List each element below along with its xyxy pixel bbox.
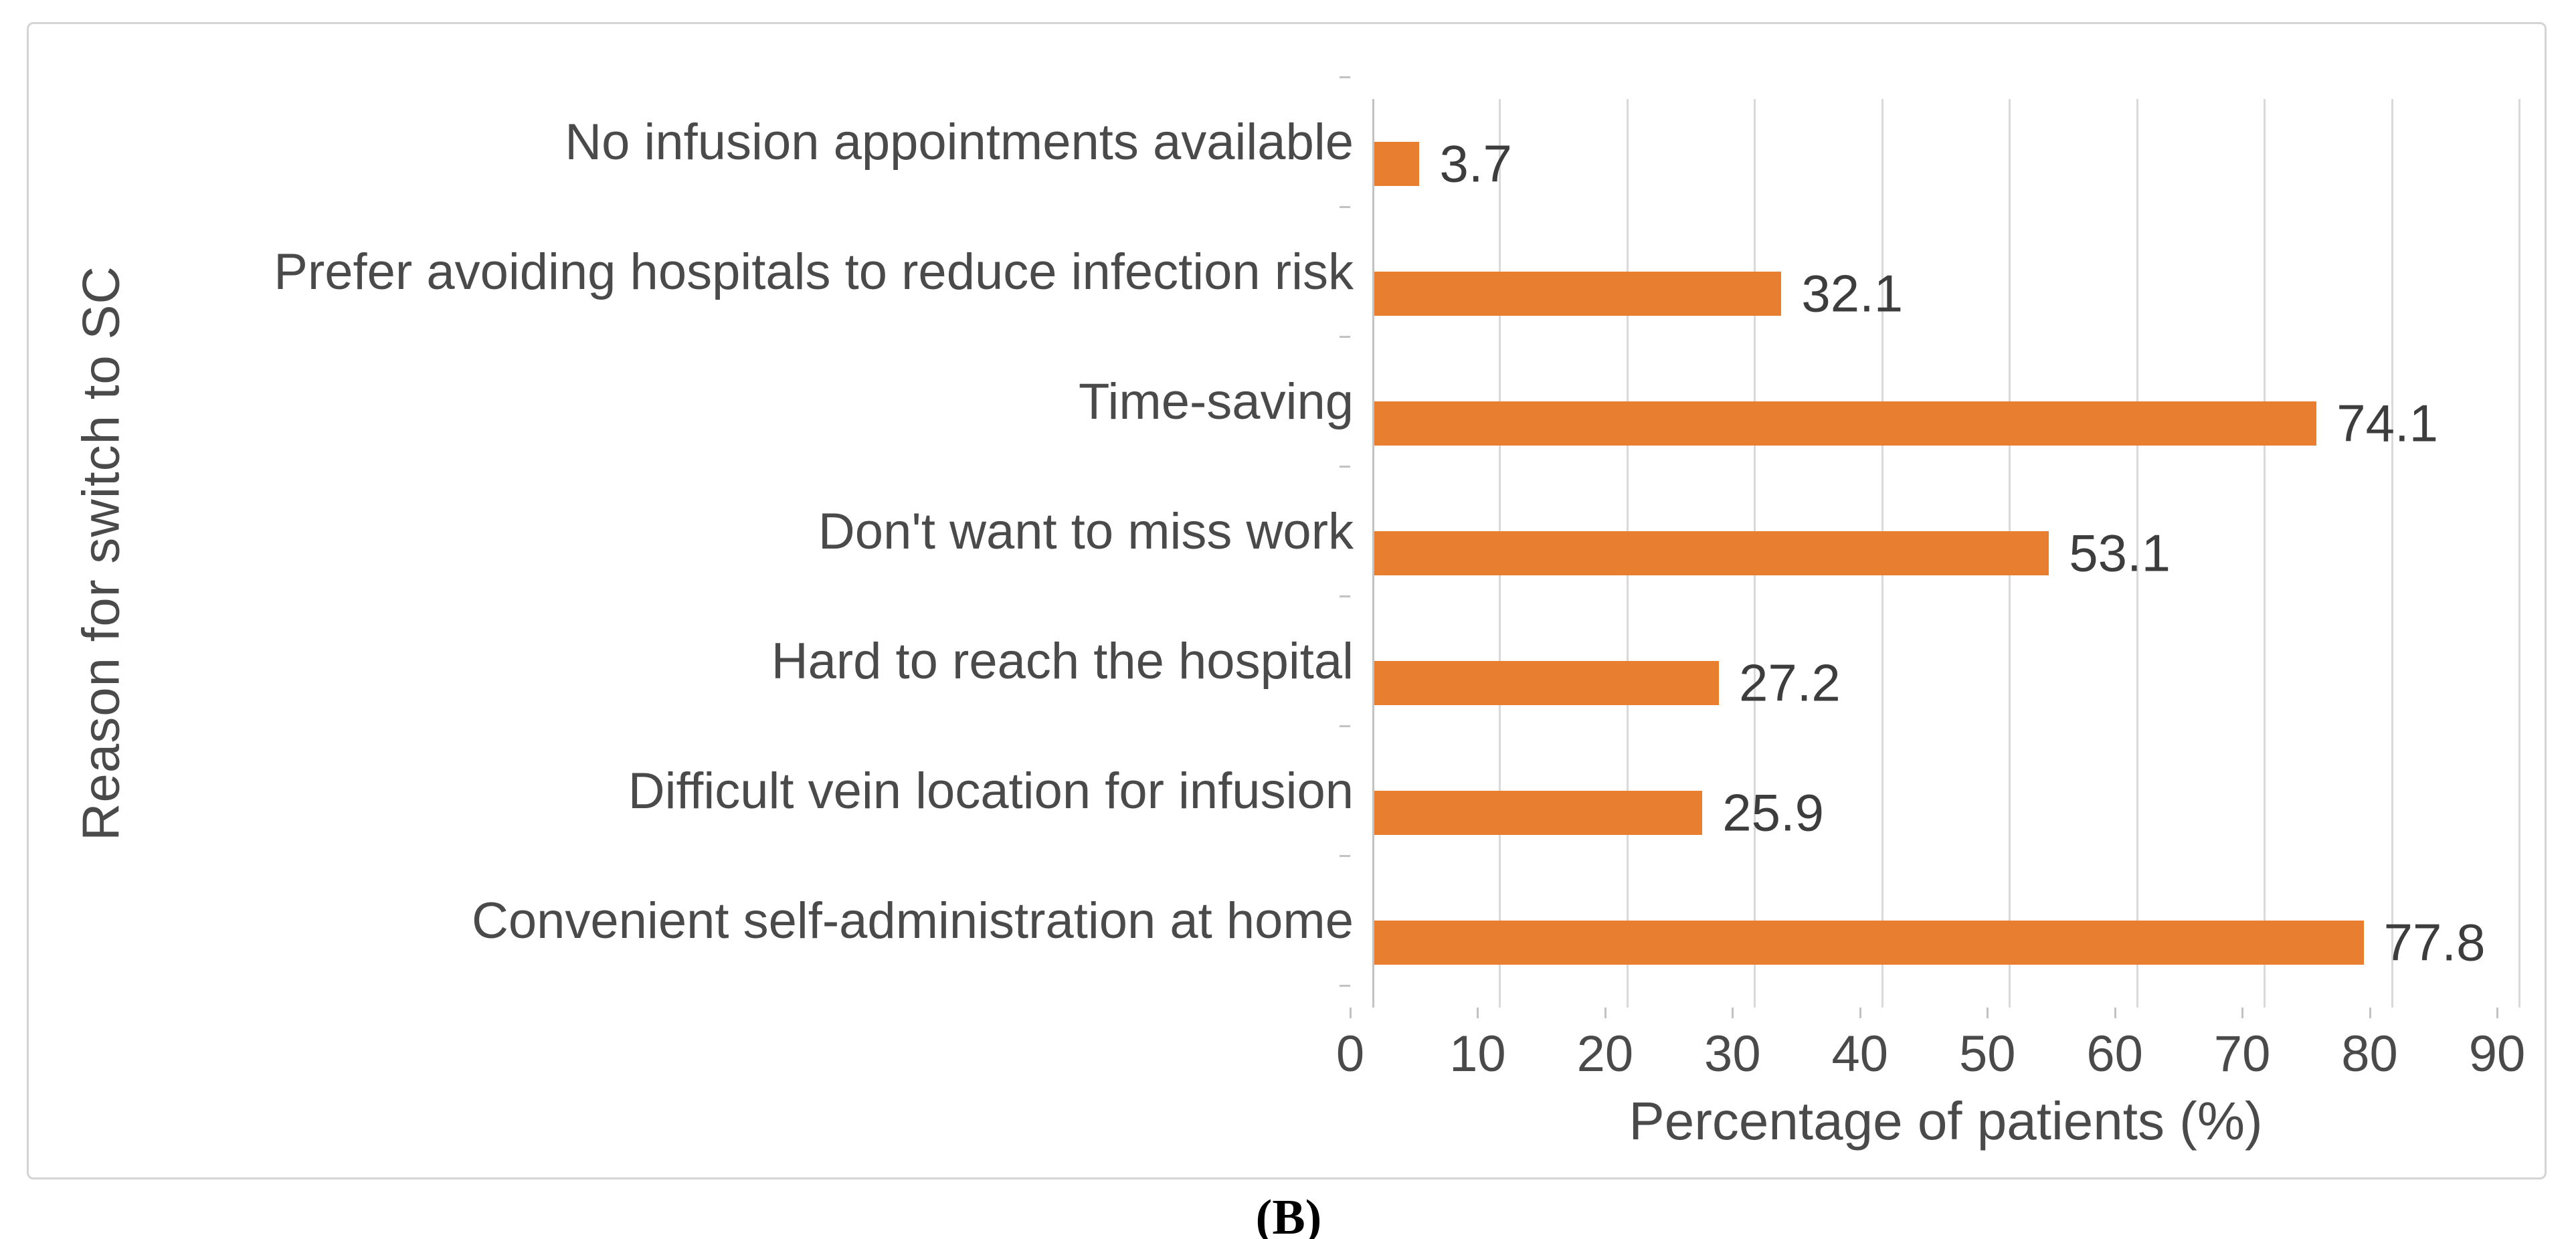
- bar: [1372, 791, 1703, 835]
- category-axis-tick: [1340, 725, 1350, 727]
- value-axis-tick-label: 40: [1831, 1026, 1889, 1082]
- value-axis-tick: [1859, 1008, 1861, 1018]
- value-axis-tick-label: 0: [1336, 1026, 1365, 1082]
- category-axis-tick: [1340, 855, 1350, 857]
- category-axis-tick: [1340, 466, 1350, 468]
- category-label: Convenient self-administration at home: [471, 892, 1354, 949]
- bar: [1372, 142, 1420, 186]
- category-axis-line: [1372, 99, 1374, 1008]
- category-axis-tick: [1340, 206, 1350, 208]
- bar: [1372, 531, 2049, 575]
- value-axis-tick: [1987, 1008, 1989, 1018]
- category-label: Difficult vein location for infusion: [628, 762, 1354, 820]
- gridline: [2136, 99, 2138, 1008]
- bar-value-label: 3.7: [1439, 134, 1512, 193]
- category-label: Don't want to miss work: [818, 502, 1354, 560]
- value-axis-tick: [2241, 1008, 2244, 1018]
- category-axis-tick: [1340, 336, 1350, 338]
- x-axis-title: Percentage of patients (%): [1629, 1091, 2263, 1151]
- value-axis-tick-label: 60: [2086, 1026, 2143, 1082]
- bar-value-label: 77.8: [2383, 913, 2486, 972]
- value-axis-tick: [1350, 1008, 1352, 1018]
- value-axis-tick: [2369, 1008, 2371, 1018]
- bar: [1372, 921, 2364, 965]
- figure-caption: (B): [1255, 1190, 1322, 1239]
- value-axis-tick-label: 90: [2468, 1026, 2526, 1082]
- value-axis-tick: [2496, 1008, 2498, 1018]
- category-label: Time-saving: [1078, 373, 1354, 430]
- bar-value-label: 53.1: [2069, 523, 2171, 583]
- gridline: [2518, 99, 2520, 1008]
- bar: [1372, 401, 2317, 446]
- gridline: [2391, 99, 2393, 1008]
- value-axis-tick: [1477, 1008, 1479, 1018]
- value-axis-tick-label: 80: [2341, 1026, 2398, 1082]
- value-axis-tick: [1732, 1008, 1734, 1018]
- bar-value-label: 32.1: [1801, 264, 1904, 323]
- value-axis-tick: [1604, 1008, 1606, 1018]
- value-axis-tick-label: 20: [1576, 1026, 1634, 1082]
- category-label: Prefer avoiding hospitals to reduce infe…: [274, 243, 1354, 300]
- category-label: Hard to reach the hospital: [771, 632, 1354, 690]
- category-axis-tick: [1340, 76, 1350, 78]
- plot-area: 3.7 32.1 74.1 53.1 27.2 25.9 77.8: [1372, 99, 2520, 1008]
- bar: [1372, 272, 1782, 316]
- bar: [1372, 661, 1719, 705]
- chart-panel: Reason for switch to SC No infusion appo…: [27, 22, 2547, 1179]
- category-axis-tick: [1340, 595, 1350, 597]
- value-axis-tick-label: 50: [1958, 1026, 2016, 1082]
- value-axis-tick-label: 10: [1449, 1026, 1506, 1082]
- bar-value-label: 27.2: [1739, 653, 1841, 712]
- value-axis-tick-label: 30: [1704, 1026, 1761, 1082]
- bar-value-label: 25.9: [1722, 783, 1825, 842]
- category-axis-tick: [1340, 985, 1350, 987]
- gridline: [2264, 99, 2266, 1008]
- value-axis-tick: [2114, 1008, 2116, 1018]
- category-label: No infusion appointments available: [565, 113, 1354, 171]
- bar-value-label: 74.1: [2336, 393, 2438, 453]
- value-axis-tick-label: 70: [2213, 1026, 2271, 1082]
